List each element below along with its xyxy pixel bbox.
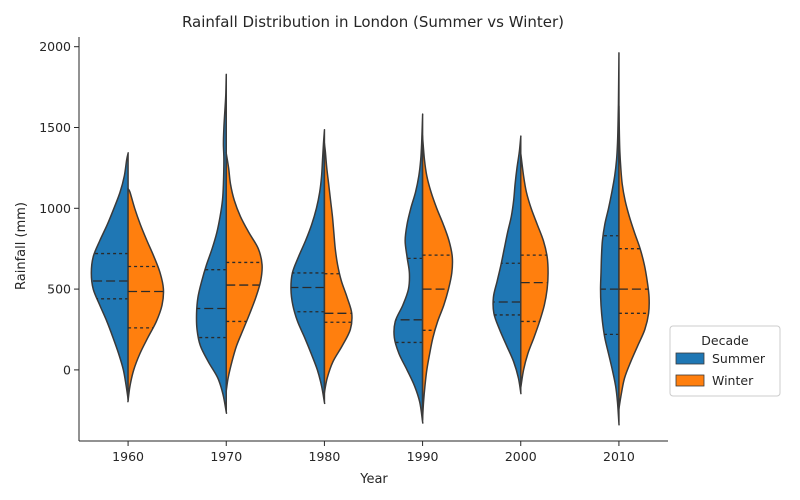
- violin-winter-1990: [421, 134, 454, 421]
- legend: Decade Summer Winter: [669, 325, 781, 397]
- y-axis-title: Rainfall (mm): [14, 202, 29, 290]
- violin-summer-1980: [290, 129, 326, 405]
- violin-winter-1960: [127, 187, 165, 403]
- x-tick-label-1990: 1990: [407, 449, 439, 464]
- plot-area: [90, 52, 650, 426]
- legend-title: Decade: [701, 333, 749, 348]
- x-tick-label-2010: 2010: [603, 449, 635, 464]
- chart-title: Rainfall Distribution in London (Summer …: [182, 13, 564, 31]
- x-tick-label-1970: 1970: [210, 449, 242, 464]
- axes: 0 500 1000 1500 2000 1960 1970 1980 1990 2000 2010: [39, 37, 668, 464]
- y-tick-label-0: 0: [63, 362, 71, 377]
- violin-winter-1970: [225, 151, 263, 393]
- y-tick-label-500: 500: [47, 282, 71, 297]
- legend-label-summer: Summer: [712, 351, 766, 366]
- violin-winter-2000: [519, 150, 549, 390]
- violin-summer-1990: [393, 113, 424, 424]
- legend-swatch-summer: [675, 352, 705, 365]
- y-tick-label-1500: 1500: [39, 120, 71, 135]
- legend-swatch-winter: [675, 374, 705, 387]
- x-tick-label-2000: 2000: [505, 449, 537, 464]
- x-tick-label-1980: 1980: [309, 449, 341, 464]
- violin-winter-2010: [617, 105, 650, 411]
- violin-summer-1970: [195, 73, 228, 414]
- y-tick-label-1000: 1000: [39, 201, 71, 216]
- violin-summer-1960: [90, 152, 129, 401]
- legend-label-winter: Winter: [712, 373, 754, 388]
- violin-summer-2010: [599, 52, 620, 426]
- x-axis-title: Year: [359, 472, 388, 487]
- violin-summer-2000: [492, 135, 522, 395]
- x-tick-label-1960: 1960: [112, 449, 144, 464]
- violin-winter-1980: [323, 142, 353, 395]
- y-tick-label-2000: 2000: [39, 39, 71, 54]
